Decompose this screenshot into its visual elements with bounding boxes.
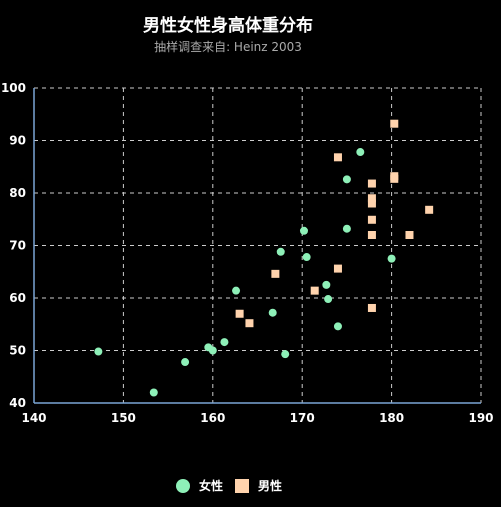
- female-point[interactable]: [387, 254, 396, 263]
- female-point[interactable]: [356, 148, 365, 157]
- female-point[interactable]: [276, 247, 285, 256]
- male-point[interactable]: [425, 205, 434, 214]
- male-point[interactable]: [271, 269, 280, 278]
- female-point[interactable]: [94, 347, 103, 356]
- male-point[interactable]: [245, 319, 254, 328]
- female-point[interactable]: [299, 226, 308, 235]
- female-point[interactable]: [268, 308, 277, 317]
- male-point[interactable]: [367, 179, 376, 188]
- female-point[interactable]: [232, 286, 241, 295]
- male-point[interactable]: [310, 286, 319, 295]
- male-point[interactable]: [405, 231, 414, 239]
- y-tick-label: 70: [9, 239, 26, 253]
- x-tick-label: 170: [290, 411, 315, 425]
- legend-circle-marker: [176, 479, 190, 493]
- female-point[interactable]: [302, 253, 311, 262]
- male-point[interactable]: [367, 199, 376, 208]
- y-tick-label: 40: [9, 396, 26, 410]
- data-points: [94, 119, 434, 397]
- y-tick-label: 80: [9, 186, 26, 200]
- tick-labels: 140 150 160 170 180 190 40 50 60 70 80 90 100: [1, 81, 494, 425]
- legend: 女性 男性: [176, 478, 282, 493]
- grid-lines: [34, 87, 482, 403]
- female-point[interactable]: [220, 338, 229, 347]
- female-point[interactable]: [324, 295, 333, 304]
- male-point[interactable]: [390, 119, 399, 128]
- male-point[interactable]: [367, 194, 376, 203]
- male-point[interactable]: [367, 231, 376, 239]
- chart-title: 男性女性身高体重分布: [143, 15, 313, 36]
- female-point[interactable]: [333, 322, 342, 331]
- male-point[interactable]: [235, 309, 244, 318]
- y-tick-label: 90: [9, 134, 26, 148]
- male-point[interactable]: [333, 153, 342, 162]
- x-tick-label: 140: [21, 411, 46, 425]
- legend-label: 男性: [258, 478, 282, 493]
- x-tick-label: 150: [111, 411, 136, 425]
- male-point[interactable]: [333, 264, 342, 273]
- female-point[interactable]: [342, 224, 351, 233]
- male-point[interactable]: [367, 303, 376, 312]
- legend-square-marker: [235, 479, 249, 493]
- legend-item-female[interactable]: 女性: [176, 478, 223, 493]
- legend-item-male[interactable]: 男性: [235, 478, 282, 493]
- female-point[interactable]: [181, 358, 190, 367]
- y-tick-label: 100: [1, 81, 26, 95]
- female-point[interactable]: [149, 388, 158, 397]
- female-point[interactable]: [322, 280, 331, 289]
- axes: [33, 88, 481, 404]
- y-tick-label: 50: [9, 344, 26, 358]
- x-tick-label: 180: [379, 411, 404, 425]
- female-point[interactable]: [342, 175, 351, 184]
- x-tick-label: 160: [200, 411, 225, 425]
- male-point[interactable]: [390, 174, 399, 183]
- x-tick-label: 190: [468, 411, 493, 425]
- female-point[interactable]: [281, 350, 290, 359]
- male-point[interactable]: [367, 215, 376, 224]
- female-point[interactable]: [208, 346, 217, 355]
- chart-subtitle: 抽样调查来自: Heinz 2003: [154, 39, 302, 54]
- legend-label: 女性: [199, 478, 223, 493]
- y-tick-label: 60: [9, 291, 26, 305]
